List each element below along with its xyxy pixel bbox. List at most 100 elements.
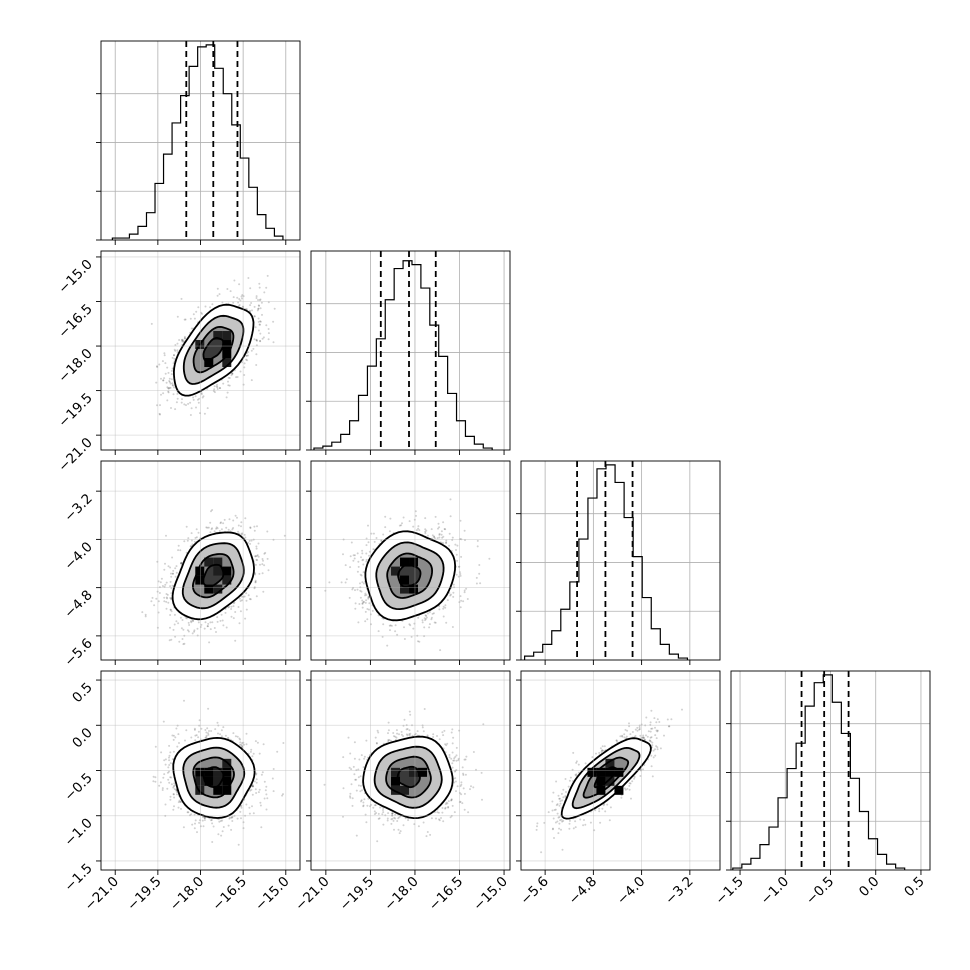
scatter-point bbox=[255, 338, 258, 341]
scatter-point bbox=[208, 641, 211, 644]
scatter-point bbox=[168, 381, 171, 384]
scatter-point bbox=[442, 542, 445, 545]
scatter-point bbox=[375, 537, 378, 539]
scatter-point bbox=[180, 562, 183, 565]
scatter-point bbox=[168, 380, 171, 382]
scatter-point bbox=[234, 514, 237, 517]
scatter-point bbox=[220, 528, 223, 531]
histogram-0 bbox=[111, 44, 284, 240]
scatter-point bbox=[181, 398, 183, 401]
scatter-point bbox=[266, 530, 269, 533]
scatter-point bbox=[357, 560, 360, 563]
scatter-point bbox=[256, 309, 259, 312]
scatter-point bbox=[255, 339, 258, 342]
scatter-point bbox=[173, 348, 176, 351]
scatter-point bbox=[424, 517, 427, 520]
scatter-point bbox=[402, 516, 405, 519]
scatter-point bbox=[243, 362, 246, 365]
scatter-point bbox=[176, 315, 179, 318]
scatter-point bbox=[459, 606, 462, 609]
scatter-point bbox=[417, 616, 420, 619]
scatter-point bbox=[225, 626, 228, 629]
scatter-point bbox=[344, 581, 347, 584]
scatter-point bbox=[172, 569, 175, 572]
scatter-point bbox=[216, 620, 219, 623]
scatter-point bbox=[219, 619, 222, 622]
scatter-point bbox=[233, 601, 236, 604]
scatter-point bbox=[197, 401, 200, 404]
scatter-point bbox=[459, 595, 462, 598]
scatter-point bbox=[257, 542, 260, 545]
scatter-point bbox=[221, 619, 224, 622]
scatter-point bbox=[198, 397, 201, 400]
scatter-point bbox=[255, 595, 258, 598]
scatter-point bbox=[234, 639, 237, 642]
scatter-point bbox=[227, 376, 230, 379]
scatter-point bbox=[216, 527, 219, 530]
scatter-point bbox=[246, 359, 249, 362]
scatter-point bbox=[167, 565, 170, 568]
scatter-point bbox=[256, 559, 259, 562]
scatter-point bbox=[475, 582, 478, 585]
scatter-point bbox=[174, 344, 177, 346]
scatter-point bbox=[241, 532, 244, 535]
scatter-point bbox=[424, 619, 427, 622]
scatter-point bbox=[238, 298, 241, 300]
scatter-point bbox=[362, 563, 365, 566]
scatter-point bbox=[180, 562, 183, 565]
scatter-point bbox=[476, 545, 479, 548]
density-cell bbox=[222, 331, 232, 341]
panel-content bbox=[324, 498, 491, 652]
density-cell bbox=[222, 340, 232, 350]
scatter-point bbox=[196, 627, 199, 630]
scatter-point bbox=[352, 554, 355, 557]
scatter-point bbox=[196, 398, 199, 401]
scatter-point bbox=[254, 581, 257, 584]
scatter-point bbox=[251, 309, 253, 312]
scatter-point bbox=[171, 384, 174, 386]
scatter-point bbox=[190, 532, 193, 535]
scatter-point bbox=[192, 619, 195, 622]
scatter-point bbox=[232, 605, 235, 608]
scatter-point bbox=[207, 622, 210, 625]
scatter-point bbox=[231, 372, 234, 375]
scatter-point bbox=[417, 640, 419, 643]
scatter-point bbox=[158, 363, 161, 366]
scatter-point bbox=[183, 642, 186, 645]
scatter-point bbox=[396, 633, 399, 636]
scatter-point bbox=[163, 568, 166, 571]
scatter-point bbox=[178, 339, 181, 341]
scatter-point bbox=[257, 307, 260, 310]
scatter-point bbox=[169, 597, 172, 599]
scatter-point bbox=[225, 396, 228, 399]
scatter-point bbox=[218, 530, 221, 532]
scatter-point bbox=[219, 522, 222, 525]
scatter-point bbox=[368, 602, 371, 605]
scatter-point bbox=[241, 599, 244, 602]
scatter-point bbox=[231, 372, 234, 375]
hist-panel-2 bbox=[516, 460, 721, 665]
scatter-point bbox=[425, 614, 428, 617]
scatter-point bbox=[261, 563, 264, 566]
scatter-point bbox=[181, 638, 184, 640]
scatter-point bbox=[258, 323, 261, 326]
scatter-point bbox=[361, 552, 364, 555]
contour-line-3 bbox=[171, 531, 255, 621]
scatter-point bbox=[163, 600, 166, 603]
scatter-point bbox=[203, 627, 206, 630]
scatter-point bbox=[442, 615, 445, 618]
scatter-point bbox=[200, 311, 203, 314]
scatter-point bbox=[228, 605, 231, 608]
scatter-point bbox=[243, 374, 246, 376]
scatter-point bbox=[183, 335, 186, 338]
scatter-point bbox=[239, 370, 242, 373]
scatter-point bbox=[190, 621, 193, 624]
scatter-point bbox=[195, 310, 198, 313]
hist-frame-1 bbox=[310, 250, 511, 451]
scatter-point bbox=[428, 626, 431, 629]
scatter-point bbox=[157, 611, 160, 614]
scatter-point bbox=[180, 401, 183, 404]
scatter-point bbox=[210, 528, 213, 531]
scatter-point bbox=[173, 357, 176, 360]
